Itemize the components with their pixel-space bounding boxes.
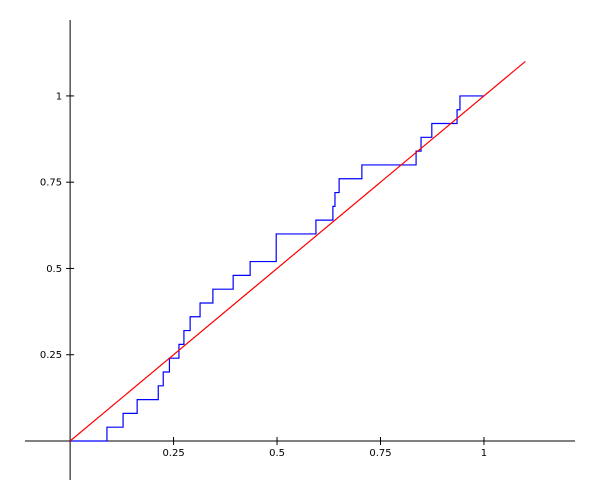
x-tick-label: 0.75 bbox=[369, 448, 391, 459]
x-tick-label: 0.25 bbox=[162, 448, 184, 459]
x-tick-label: 1 bbox=[481, 448, 487, 459]
y-tick-label: 0.25 bbox=[40, 350, 62, 361]
y-tick-label: 0.75 bbox=[40, 178, 62, 189]
line-series bbox=[69, 60, 526, 442]
y-tick-label: 1 bbox=[56, 91, 62, 102]
x-tick-label: 0.5 bbox=[269, 448, 285, 459]
line-series bbox=[70, 95, 484, 442]
y-tick-label: 0.5 bbox=[46, 264, 62, 275]
